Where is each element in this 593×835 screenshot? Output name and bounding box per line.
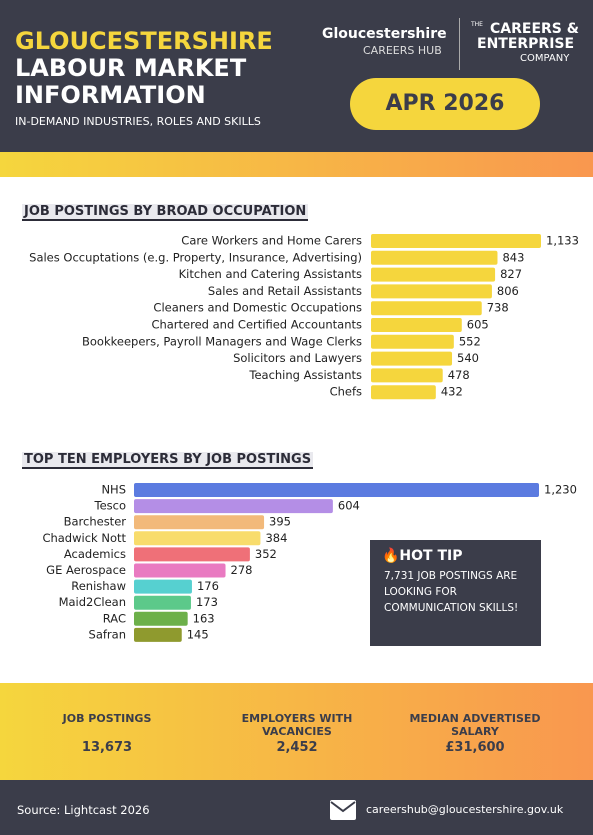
section-title: JOB POSTINGS BY BROAD OCCUPATION <box>22 204 309 221</box>
value-label: 1,133 <box>546 234 579 248</box>
category-label: Sales Occuptations (e.g. Property, Insur… <box>29 250 362 264</box>
stat-value: £31,600 <box>445 740 505 755</box>
bar <box>134 483 539 497</box>
category-label: Barchester <box>64 515 127 529</box>
bar <box>134 499 333 514</box>
company-sub: COMPANY <box>520 53 570 64</box>
value-label: 827 <box>500 267 522 281</box>
mail-icon <box>330 800 356 820</box>
bar <box>371 368 443 383</box>
category-label: Academics <box>64 547 126 561</box>
title-line: INFORMATION <box>15 81 206 109</box>
category-label: Sales and Retail Assistants <box>208 284 362 298</box>
stat: MEDIAN ADVERTISED SALARY £31,600 <box>400 712 550 755</box>
title-line: GLOUCESTERSHIRE <box>15 27 273 55</box>
hot-tip-text: 7,731 JOB POSTINGS ARE LOOKING FOR COMMU… <box>384 570 519 614</box>
bar <box>134 611 188 626</box>
category-label: Tesco <box>94 499 127 513</box>
bar <box>371 267 496 282</box>
value-label: 806 <box>497 284 519 298</box>
company-line: CAREERS & <box>490 21 579 37</box>
bar <box>371 351 453 366</box>
title-line: LABOUR MARKET <box>15 54 247 82</box>
bar <box>371 318 462 332</box>
value-label: 552 <box>459 334 481 348</box>
value-label: 738 <box>487 301 509 315</box>
stat-label: EMPLOYERS WITH VACANCIES <box>241 712 353 738</box>
section-title: TOP TEN EMPLOYERS BY JOB POSTINGS <box>22 452 314 469</box>
category-label: Teaching Assistants <box>248 368 362 382</box>
value-label: 1,230 <box>544 483 577 497</box>
bar <box>134 579 192 594</box>
value-label: 605 <box>467 318 489 332</box>
value-label: 478 <box>448 368 470 382</box>
footer <box>0 780 593 835</box>
company-the: THE <box>471 21 483 28</box>
category-label: GE Aerospace <box>46 563 126 577</box>
stat-value: 13,673 <box>81 740 133 755</box>
category-label: Bookkeepers, Payroll Managers and Wage C… <box>82 334 362 348</box>
company-line: ENTERPRISE <box>477 36 575 52</box>
stat-label: MEDIAN ADVERTISED SALARY <box>409 712 541 738</box>
hub-sub: CAREERS HUB <box>363 44 442 57</box>
category-label: Chartered and Certified Accountants <box>151 318 362 332</box>
bar <box>134 515 265 530</box>
email[interactable]: careershub@gloucestershire.gov.uk <box>366 803 564 816</box>
value-label: 843 <box>502 250 524 264</box>
bar <box>134 595 191 610</box>
category-label: Kitchen and Catering Assistants <box>179 267 362 281</box>
value-label: 432 <box>441 385 463 399</box>
category-label: Renishaw <box>71 579 126 593</box>
category-label: RAC <box>103 611 126 625</box>
bar <box>134 627 182 642</box>
bar <box>134 563 226 578</box>
stat: EMPLOYERS WITH VACANCIES 2,452 <box>222 712 372 755</box>
category-label: Maid2Clean <box>59 595 126 609</box>
category-label: Chadwick Nott <box>42 531 126 545</box>
hot-tip: 🔥HOT TIP 7,731 JOB POSTINGS ARE LOOKING … <box>370 540 541 646</box>
stat-value: 2,452 <box>276 740 318 755</box>
stat: JOB POSTINGS 13,673 <box>32 712 182 755</box>
category-label: NHS <box>101 483 126 497</box>
bar <box>371 284 492 299</box>
value-label: 384 <box>265 531 287 545</box>
value-label: 540 <box>457 351 479 365</box>
value-label: 145 <box>187 627 209 641</box>
value-label: 173 <box>196 595 218 609</box>
value-label: 176 <box>197 579 219 593</box>
hot-tip-title: 🔥HOT TIP <box>382 548 463 564</box>
subtitle: IN-DEMAND INDUSTRIES, ROLES AND SKILLS <box>15 115 261 128</box>
category-label: Care Workers and Home Carers <box>181 234 362 248</box>
category-label: Solicitors and Lawyers <box>233 351 362 365</box>
bar <box>371 385 436 400</box>
value-label: 163 <box>193 611 215 625</box>
divider <box>459 18 460 70</box>
strip <box>0 152 593 177</box>
bar <box>371 334 454 349</box>
bar <box>371 301 482 316</box>
source: Source: Lightcast 2026 <box>17 803 150 817</box>
stat-label: JOB POSTINGS <box>62 712 152 725</box>
value-label: 395 <box>269 515 291 529</box>
stats-band <box>0 683 593 780</box>
category-label: Chefs <box>330 385 362 399</box>
charts: Care Workers and Home Carers 1,133 Sales O… <box>29 234 579 642</box>
hub-name: Gloucestershire <box>322 26 447 42</box>
value-label: 278 <box>231 563 253 577</box>
value-label: 604 <box>338 499 360 513</box>
date-badge: APR 2026 <box>350 78 540 130</box>
bar <box>371 250 498 265</box>
bar <box>134 547 250 562</box>
category-label: Safran <box>89 627 126 641</box>
bar <box>371 234 541 248</box>
category-label: Cleaners and Domestic Occupations <box>153 301 362 315</box>
bar <box>134 531 261 546</box>
value-label: 352 <box>255 547 277 561</box>
